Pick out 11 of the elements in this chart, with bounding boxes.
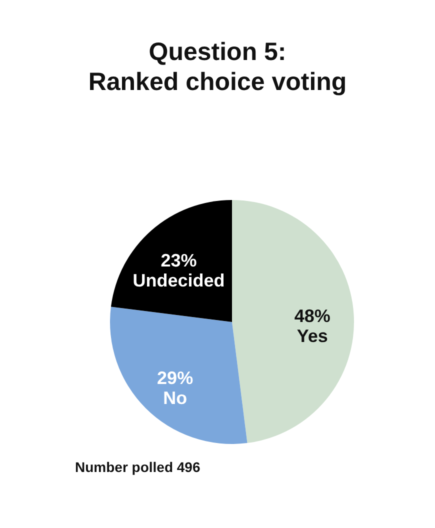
slice-label: No (163, 388, 188, 408)
pie-slice (110, 200, 232, 322)
data-label: 23% (160, 250, 197, 271)
data-label: 29% (157, 368, 194, 388)
chart-title: Question 5: Ranked choice voting (88, 38, 347, 96)
data-label: 48% (294, 306, 330, 326)
slice-label: Undecided (132, 270, 225, 291)
pie-slice (110, 306, 248, 444)
slice-label: Yes (296, 326, 328, 346)
pie-slice (232, 200, 354, 444)
text: Number polled 496 (75, 459, 200, 475)
